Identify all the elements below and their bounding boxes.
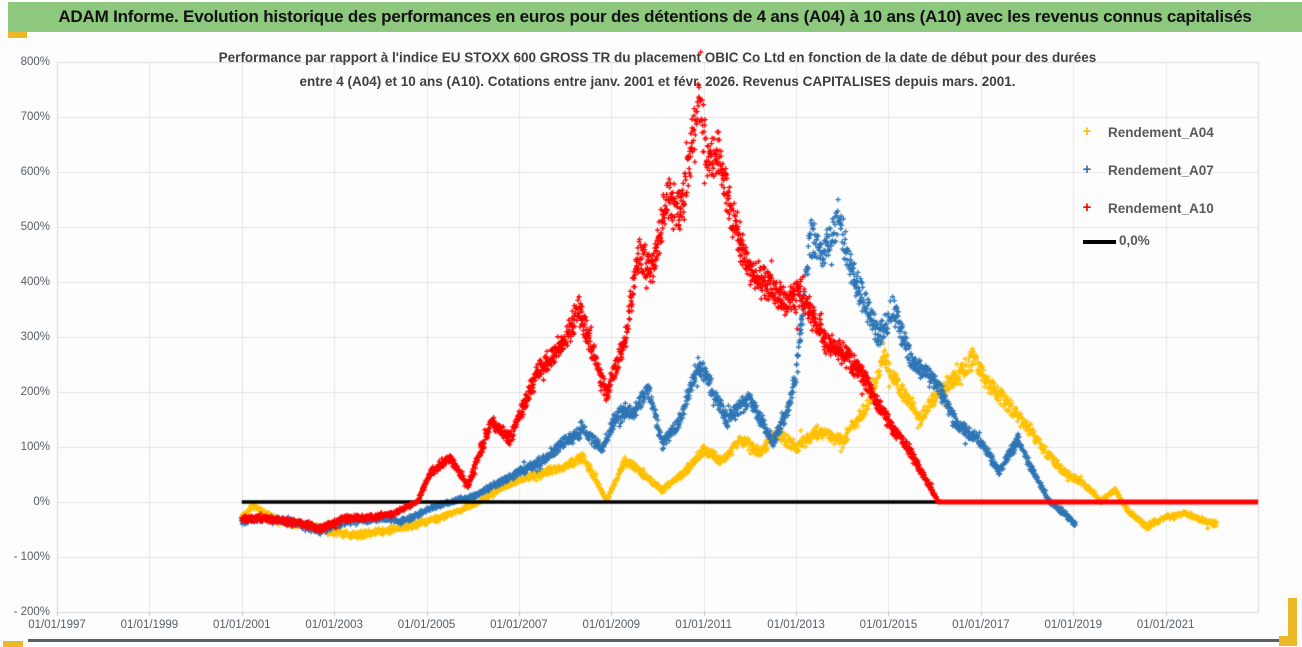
chart-title-line2: entre 4 (A04) et 10 ans (A10). Cotations… bbox=[299, 74, 1016, 89]
y-axis-tick-label: 700% bbox=[20, 111, 50, 123]
x-axis-tick-label: 01/01/2001 bbox=[212, 619, 271, 631]
legend-zero-line-swatch bbox=[1083, 240, 1116, 244]
x-axis-tick-label: 01/01/1999 bbox=[120, 619, 179, 631]
y-axis-tick-label: 200% bbox=[20, 386, 50, 398]
corner-marker-bottom-left bbox=[3, 641, 23, 647]
y-axis-tick-label: 100% bbox=[20, 441, 50, 453]
x-axis-tick-label: 01/01/2013 bbox=[767, 619, 825, 631]
x-axis-tick-label: 01/01/2005 bbox=[397, 619, 456, 631]
x-axis-tick-label: 01/01/2015 bbox=[859, 619, 918, 631]
y-axis-tick-label: - 200% bbox=[13, 606, 50, 618]
chart-title: Performance par rapport à l'indice EU ST… bbox=[57, 46, 1258, 94]
y-axis-tick-label: 800% bbox=[20, 56, 50, 68]
plus-marker-icon: + bbox=[1082, 199, 1092, 216]
chart-title-line1: Performance par rapport à l'indice EU ST… bbox=[218, 50, 1097, 65]
corner-marker-bottom-right-horizontal bbox=[1279, 636, 1297, 646]
y-axis-tick-label: 300% bbox=[20, 331, 50, 343]
y-axis-tick-label: 500% bbox=[20, 221, 50, 233]
x-axis-tick-label: 01/01/2017 bbox=[952, 619, 1010, 631]
y-axis-tick-label: 0% bbox=[33, 496, 50, 508]
bottom-divider bbox=[28, 639, 1280, 642]
plus-marker-icon: + bbox=[1082, 161, 1092, 178]
legend-label: Rendement_A10 bbox=[1108, 200, 1214, 216]
plus-marker-icon: + bbox=[1082, 123, 1092, 140]
y-axis-tick-label: - 100% bbox=[13, 551, 50, 563]
x-axis-tick-label: 01/01/2011 bbox=[675, 619, 733, 631]
legend-zero-line-label: 0,0% bbox=[1119, 233, 1150, 248]
legend-item-a10: + Rendement_A10 bbox=[1076, 198, 1214, 218]
y-axis-tick-label: 400% bbox=[20, 276, 50, 288]
corner-marker-bottom-right-vertical bbox=[1288, 598, 1297, 641]
x-axis-tick-label: 01/01/2009 bbox=[582, 619, 641, 631]
y-axis-tick-label: 600% bbox=[20, 166, 50, 178]
legend-label: Rendement_A04 bbox=[1108, 124, 1214, 140]
legend-label: Rendement_A07 bbox=[1108, 162, 1214, 178]
x-axis-tick-label: 01/01/2019 bbox=[1044, 619, 1102, 631]
x-axis-tick-label: 01/01/2021 bbox=[1136, 619, 1195, 631]
x-axis-tick-label: 01/01/2007 bbox=[490, 619, 548, 631]
x-axis-tick-label: 01/01/2003 bbox=[305, 619, 363, 631]
x-axis-tick-label: 01/01/1997 bbox=[28, 619, 86, 631]
legend-item-a07: + Rendement_A07 bbox=[1076, 160, 1214, 180]
legend-item-a04: + Rendement_A04 bbox=[1076, 122, 1214, 142]
